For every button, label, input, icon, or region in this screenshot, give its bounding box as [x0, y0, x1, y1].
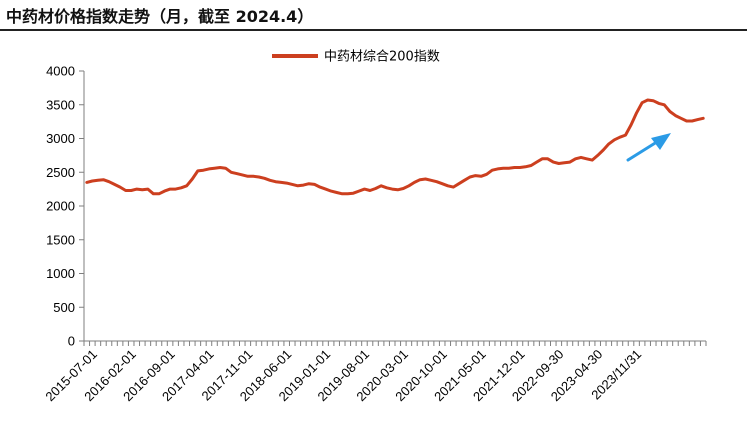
y-tick-label: 500: [53, 300, 75, 315]
y-tick-label: 3000: [46, 131, 75, 146]
y-tick-label: 0: [68, 334, 75, 349]
y-tick-label: 2000: [46, 199, 75, 214]
series-line: [85, 98, 705, 196]
y-tick-label: 3500: [46, 97, 75, 112]
y-tick-label: 4000: [46, 64, 75, 79]
title-underline: [0, 29, 747, 31]
y-tick-label: 1500: [46, 232, 75, 247]
y-tick-label: 2500: [46, 165, 75, 180]
trend-arrow-shaft: [626, 138, 662, 162]
annotation: [626, 133, 671, 162]
trend-arrow-head: [651, 133, 671, 150]
legend-label: 中药材综合200指数: [324, 50, 440, 65]
y-axis: 0 500 1000 1500 2000 2500 3000 3500 4000: [46, 64, 85, 349]
y-tick-label: 1000: [46, 266, 75, 281]
series-group: [85, 98, 705, 196]
x-axis: 2015-07-012016-02-012016-09-012017-04-01…: [42, 340, 707, 404]
legend: 中药材综合200指数: [272, 50, 440, 65]
chart-title: 中药材价格指数走势（月，截至 2024.4）: [6, 7, 314, 26]
